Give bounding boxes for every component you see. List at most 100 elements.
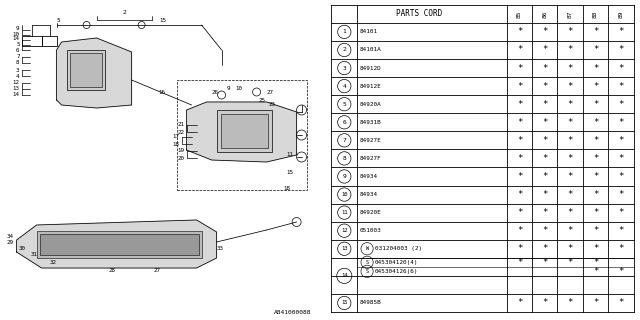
Text: 045304126(6): 045304126(6) <box>375 269 419 274</box>
Text: *: * <box>516 190 522 199</box>
Text: 4: 4 <box>342 84 346 89</box>
Text: *: * <box>516 100 522 109</box>
Text: *: * <box>593 100 598 109</box>
Text: *: * <box>516 226 522 235</box>
Text: *: * <box>593 208 598 217</box>
Text: *: * <box>542 258 547 267</box>
Text: 7: 7 <box>342 138 346 143</box>
Text: 1: 1 <box>342 29 346 35</box>
Text: W: W <box>365 246 369 251</box>
Text: 4: 4 <box>16 74 20 78</box>
Text: *: * <box>593 190 598 199</box>
Text: *: * <box>618 82 623 91</box>
Text: 18: 18 <box>284 186 291 190</box>
Text: *: * <box>568 172 573 181</box>
Text: *: * <box>618 118 623 127</box>
Text: *: * <box>568 100 573 109</box>
Bar <box>70 53 102 87</box>
Text: *: * <box>568 45 573 54</box>
Text: 9: 9 <box>16 26 20 30</box>
Bar <box>177 80 307 190</box>
Text: 84927E: 84927E <box>360 138 381 143</box>
Text: *: * <box>618 190 623 199</box>
Text: *: * <box>593 154 598 163</box>
Text: 84985B: 84985B <box>360 300 381 306</box>
Text: *: * <box>542 190 547 199</box>
Text: *: * <box>618 64 623 73</box>
Text: *: * <box>568 64 573 73</box>
Text: *: * <box>618 226 623 235</box>
Text: 86: 86 <box>542 10 547 18</box>
Text: *: * <box>618 299 623 308</box>
Text: 27: 27 <box>266 90 273 94</box>
Text: A841000088: A841000088 <box>274 310 312 315</box>
Text: *: * <box>593 136 598 145</box>
Bar <box>22 36 42 46</box>
Text: 17: 17 <box>173 134 180 140</box>
Text: *: * <box>593 172 598 181</box>
Text: *: * <box>516 244 522 253</box>
Bar <box>40 234 198 255</box>
Text: 3: 3 <box>342 66 346 70</box>
Text: 045304120(4): 045304120(4) <box>375 260 419 265</box>
Text: *: * <box>593 82 598 91</box>
Text: *: * <box>542 136 547 145</box>
Text: 15: 15 <box>159 19 166 23</box>
Text: 2: 2 <box>123 11 127 15</box>
Text: 84912E: 84912E <box>360 84 381 89</box>
Text: *: * <box>568 118 573 127</box>
Text: *: * <box>542 45 547 54</box>
Text: *: * <box>618 154 623 163</box>
Text: 25: 25 <box>258 98 265 102</box>
Text: 8: 8 <box>16 60 20 66</box>
Text: *: * <box>516 64 522 73</box>
Text: *: * <box>542 28 547 36</box>
Text: *: * <box>542 64 547 73</box>
Text: 12: 12 <box>341 228 348 233</box>
Text: S: S <box>365 269 369 274</box>
Bar <box>221 114 268 148</box>
Text: *: * <box>568 154 573 163</box>
Text: 8: 8 <box>342 156 346 161</box>
Text: 5: 5 <box>57 19 60 23</box>
Text: *: * <box>516 154 522 163</box>
Text: *: * <box>618 100 623 109</box>
Bar <box>216 110 271 152</box>
Text: 15: 15 <box>341 300 348 306</box>
Text: 6: 6 <box>342 120 346 125</box>
Text: 14: 14 <box>341 273 348 278</box>
Text: *: * <box>568 258 573 267</box>
Text: 84101: 84101 <box>360 29 378 35</box>
Text: 33: 33 <box>216 245 223 251</box>
Text: *: * <box>568 136 573 145</box>
Text: 21: 21 <box>177 123 184 127</box>
Text: 29: 29 <box>6 241 13 245</box>
Text: *: * <box>516 258 522 267</box>
Text: 18: 18 <box>173 141 180 147</box>
Text: 26: 26 <box>211 90 218 94</box>
Polygon shape <box>56 38 132 108</box>
Polygon shape <box>17 220 216 268</box>
Text: 85: 85 <box>517 10 522 18</box>
Text: *: * <box>516 118 522 127</box>
Text: 84934: 84934 <box>360 174 378 179</box>
Text: *: * <box>516 172 522 181</box>
Text: *: * <box>593 299 598 308</box>
Text: *: * <box>516 45 522 54</box>
Text: 3: 3 <box>16 68 20 73</box>
Text: 19: 19 <box>177 148 184 154</box>
Text: *: * <box>542 154 547 163</box>
Text: *: * <box>618 267 623 276</box>
Text: 14: 14 <box>13 92 20 98</box>
Text: *: * <box>618 172 623 181</box>
Text: 051003: 051003 <box>360 228 381 233</box>
Text: 34: 34 <box>6 235 13 239</box>
Text: 5: 5 <box>342 102 346 107</box>
Text: *: * <box>542 244 547 253</box>
Text: 84101A: 84101A <box>360 47 381 52</box>
Text: *: * <box>568 190 573 199</box>
Text: 11: 11 <box>341 210 348 215</box>
Text: 84920A: 84920A <box>360 102 381 107</box>
Text: 31: 31 <box>31 252 38 258</box>
Text: S: S <box>365 260 369 265</box>
